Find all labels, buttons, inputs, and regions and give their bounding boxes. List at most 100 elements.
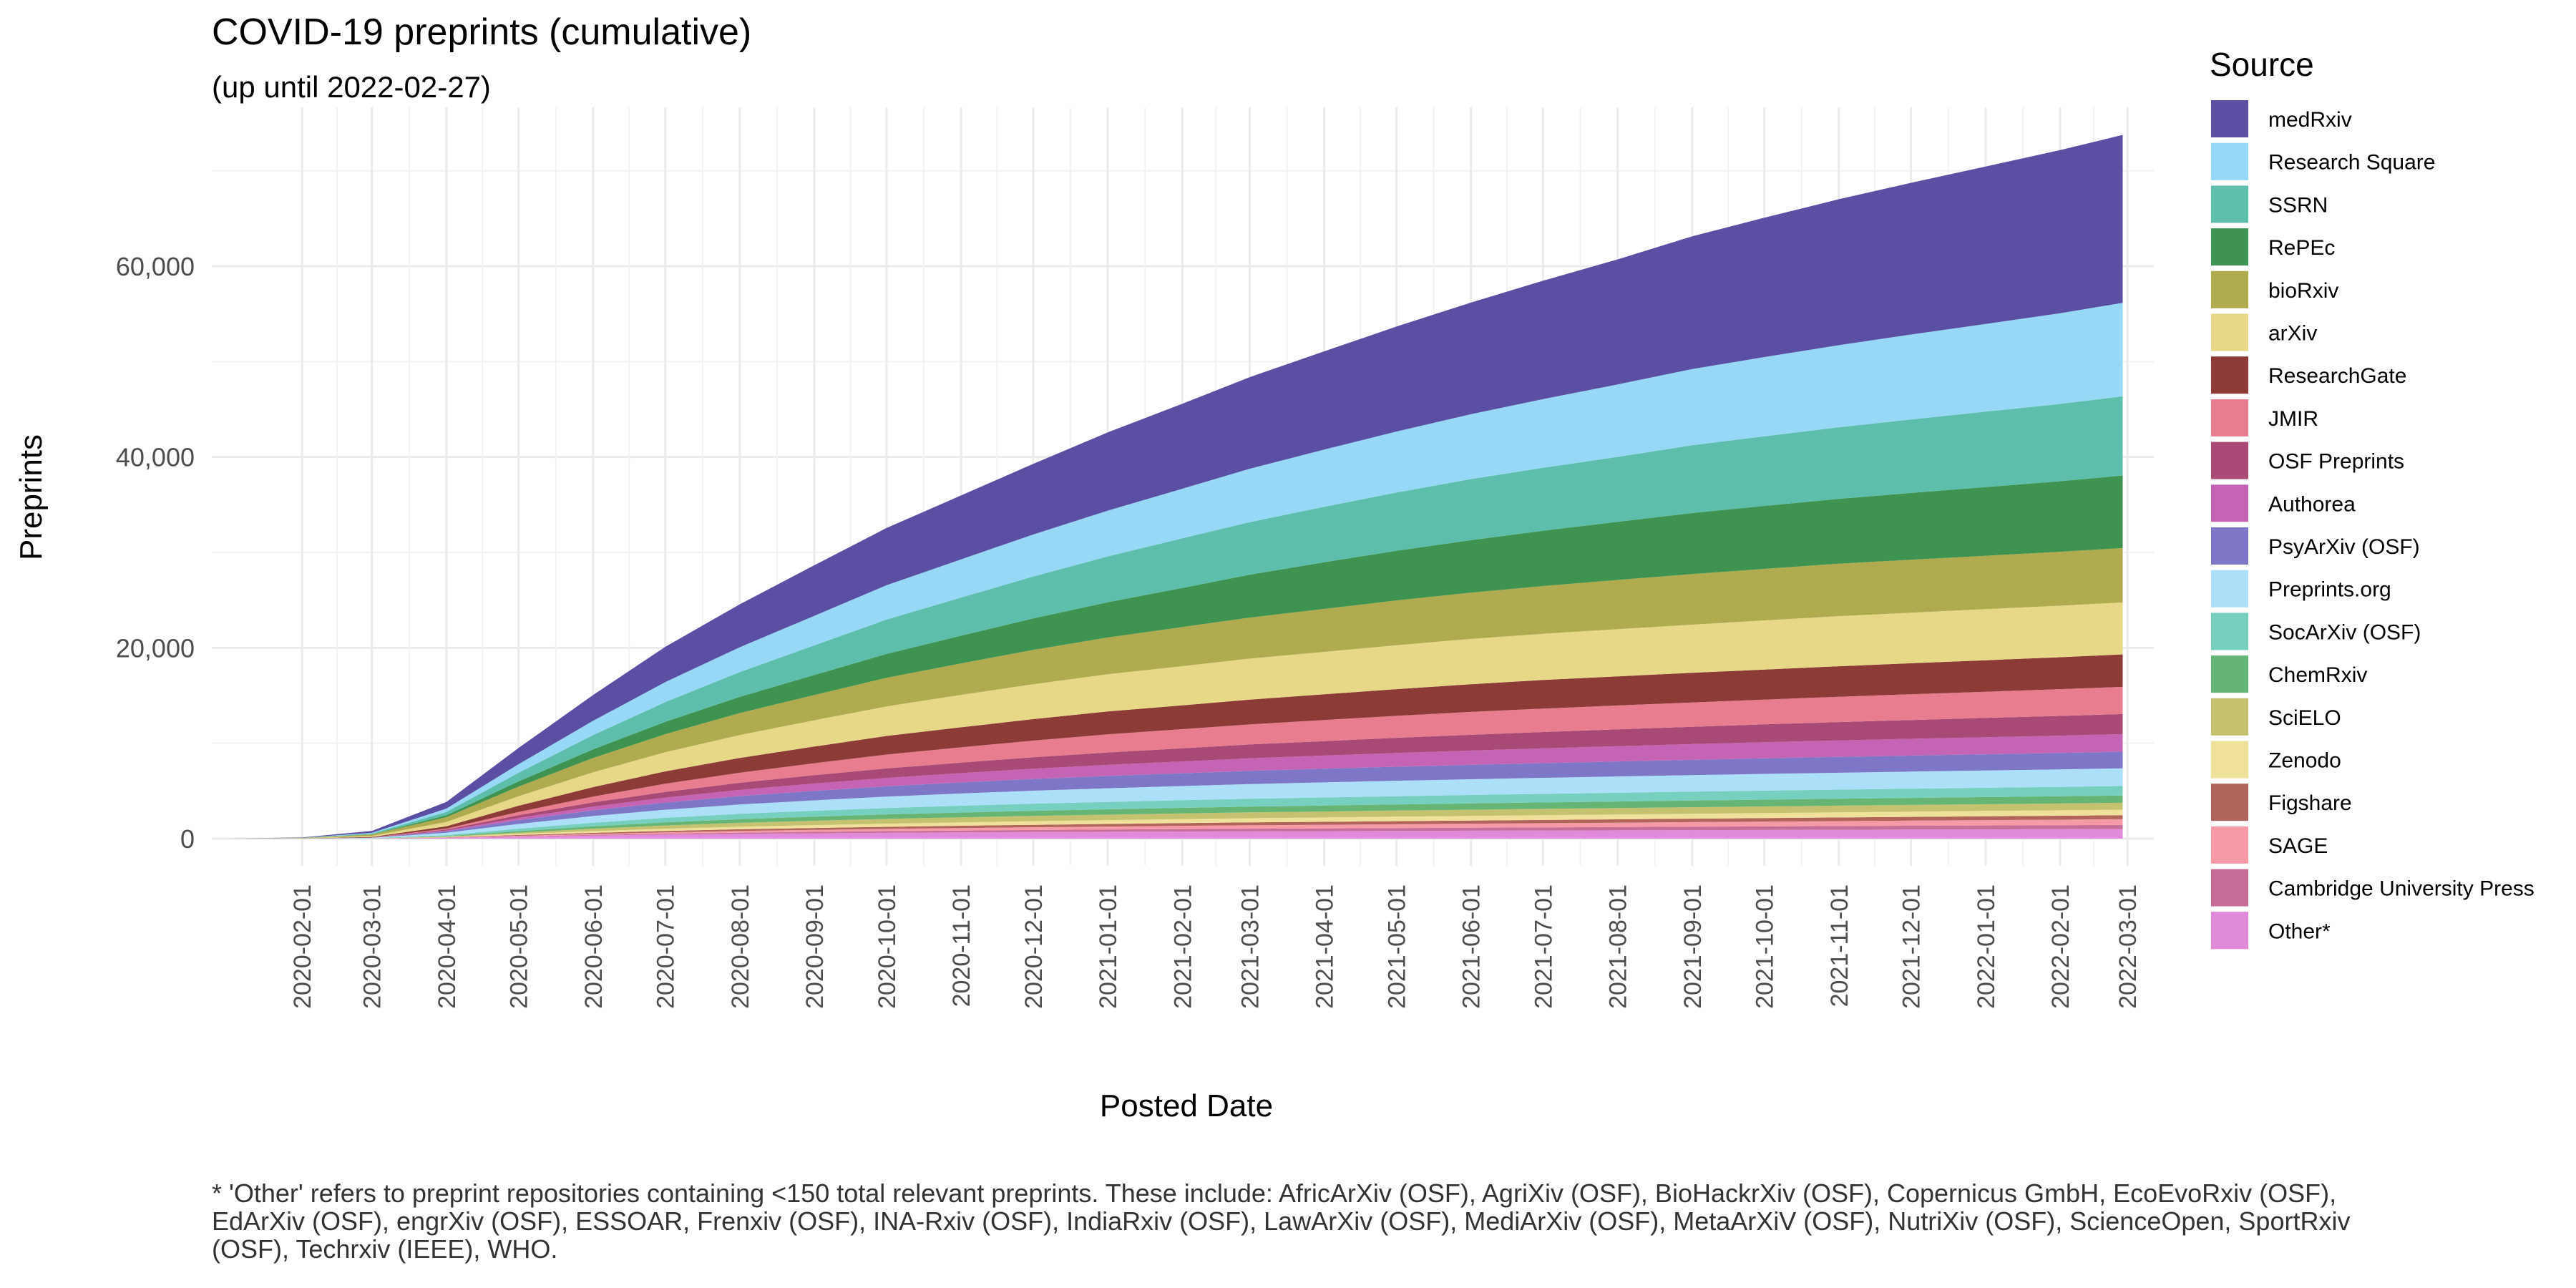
area-chemrxiv — [228, 795, 2123, 839]
x-tick-label: 2021-02-01 — [1169, 884, 1196, 1009]
x-tick-label: 2020-09-01 — [801, 884, 829, 1009]
legend-label-repec: RePEc — [2268, 236, 2335, 260]
area-preprints-org — [228, 768, 2123, 839]
stacked-areas — [228, 135, 2123, 839]
legend-swatch-cambridge-university-press — [2211, 869, 2248, 907]
x-tick-label: 2020-11-01 — [948, 884, 975, 1007]
x-tick-label: 2021-09-01 — [1679, 884, 1707, 1009]
legend-swatch-zenodo — [2211, 741, 2248, 779]
area-zenodo — [228, 809, 2123, 839]
legend-label-research-square: Research Square — [2268, 151, 2435, 175]
legend-swatch-research-square — [2211, 142, 2248, 180]
legend-swatch-sage — [2211, 826, 2248, 864]
legend-label-zenodo: Zenodo — [2268, 749, 2341, 773]
area-socarxiv-osf — [228, 786, 2123, 839]
x-tick-label: 2020-03-01 — [359, 884, 386, 1009]
x-tick-label: 2020-02-01 — [289, 884, 316, 1009]
area-figshare — [228, 815, 2123, 839]
legend-label-ssrn: SSRN — [2268, 193, 2328, 217]
chart-title: COVID-19 preprints (cumulative) — [212, 11, 751, 53]
x-tick-label: 2020-04-01 — [434, 884, 461, 1009]
x-tick-label: 2021-03-01 — [1236, 884, 1264, 1009]
legend-label-chemrxiv: ChemRxiv — [2268, 663, 2367, 687]
area-jmir — [228, 686, 2123, 839]
x-tick-label: 2022-01-01 — [1973, 884, 2000, 1009]
area-other — [228, 829, 2123, 839]
legend-swatch-chemrxiv — [2211, 655, 2248, 693]
x-tick-label: 2022-02-01 — [2047, 884, 2074, 1009]
legend-label-socarxiv-osf: SocArXiv (OSF) — [2268, 620, 2421, 644]
area-cambridge-university-press — [228, 824, 2123, 839]
area-authorea — [228, 733, 2123, 839]
legend-swatch-other — [2211, 912, 2248, 950]
legend-label-osf-preprints: OSF Preprints — [2268, 450, 2404, 474]
area-psyarxiv-osf — [228, 751, 2123, 839]
legend-swatch-biorxiv — [2211, 270, 2248, 308]
x-tick-label: 2020-06-01 — [580, 884, 608, 1009]
legend-label-cambridge-university-press: Cambridge University Press — [2268, 877, 2534, 901]
legend-swatch-scielo — [2211, 698, 2248, 736]
legend-label-preprints-org: Preprints.org — [2268, 578, 2391, 602]
area-researchgate — [228, 654, 2123, 839]
area-research-square — [228, 303, 2123, 839]
area-ssrn — [228, 396, 2123, 839]
x-tick-label: 2021-05-01 — [1383, 884, 1410, 1009]
y-tick-label: 20,000 — [116, 633, 195, 663]
area-arxiv — [228, 602, 2123, 839]
x-tick-label: 2021-10-01 — [1752, 884, 1779, 1009]
legend-label-other: Other* — [2268, 919, 2331, 943]
legend-label-figshare: Figshare — [2268, 791, 2352, 815]
axes: 0 20,000 40,000 60,000 2020-02-01 2020-03-01 2… — [116, 252, 2142, 1009]
x-tick-label: 2020-08-01 — [727, 884, 754, 1009]
x-tick-label: 2021-06-01 — [1458, 884, 1485, 1009]
y-tick-label: 40,000 — [116, 443, 195, 472]
legend-label-biorxiv: bioRxiv — [2268, 279, 2338, 303]
legend-swatch-psyarxiv-osf — [2211, 527, 2248, 565]
chart-subtitle: (up until 2022-02-27) — [212, 70, 491, 104]
x-axis-label: Posted Date — [1100, 1088, 1273, 1123]
y-tick-label: 60,000 — [116, 252, 195, 281]
x-tick-label: 2020-12-01 — [1020, 884, 1048, 1009]
legend-label-scielo: SciELO — [2268, 706, 2341, 730]
legend-swatch-preprints-org — [2211, 570, 2248, 608]
area-repec — [228, 475, 2123, 839]
x-tick-label: 2021-11-01 — [1826, 884, 1853, 1007]
area-sage — [228, 819, 2123, 839]
legend-label-medrxiv: medRxiv — [2268, 108, 2352, 132]
x-tick-label: 2021-01-01 — [1095, 884, 1122, 1009]
legend: Source medRxiv Research Square SSRN RePEc bi… — [2210, 46, 2534, 950]
y-tick-label: 0 — [180, 824, 195, 854]
x-tick-label: 2020-05-01 — [506, 884, 533, 1009]
legend-swatch-ssrn — [2211, 185, 2248, 223]
legend-swatch-researchgate — [2211, 356, 2248, 394]
legend-label-researchgate: ResearchGate — [2268, 364, 2406, 388]
x-tick-label: 2021-08-01 — [1605, 884, 1632, 1009]
x-tick-label: 2021-04-01 — [1312, 884, 1339, 1009]
legend-label-jmir: JMIR — [2268, 407, 2318, 431]
area-biorxiv — [228, 547, 2123, 839]
legend-swatch-jmir — [2211, 399, 2248, 436]
area-scielo — [228, 802, 2123, 839]
legend-label-arxiv: arXiv — [2268, 322, 2317, 346]
area-osf-preprints — [228, 713, 2123, 839]
y-axis-label: Preprints — [14, 434, 49, 560]
area-medrxiv — [228, 135, 2123, 839]
x-tick-label: 2022-03-01 — [2114, 884, 2142, 1009]
legend-label-sage: SAGE — [2268, 834, 2328, 858]
legend-swatch-authorea — [2211, 484, 2248, 522]
legend-swatch-socarxiv-osf — [2211, 613, 2248, 650]
x-tick-label: 2020-07-01 — [653, 884, 680, 1009]
x-tick-label: 2021-12-01 — [1898, 884, 1926, 1009]
legend-swatch-medrxiv — [2211, 100, 2248, 137]
legend-swatch-figshare — [2211, 784, 2248, 821]
legend-title: Source — [2210, 46, 2314, 83]
footnote: * 'Other' refers to preprint repositorie… — [212, 1179, 2351, 1264]
x-tick-label: 2021-07-01 — [1531, 884, 1558, 1009]
legend-label-psyarxiv-osf: PsyArXiv (OSF) — [2268, 535, 2420, 559]
x-tick-label: 2020-10-01 — [874, 884, 901, 1009]
legend-swatch-osf-preprints — [2211, 441, 2248, 479]
legend-label-authorea: Authorea — [2268, 492, 2356, 516]
legend-swatch-repec — [2211, 228, 2248, 266]
legend-swatch-arxiv — [2211, 313, 2248, 351]
